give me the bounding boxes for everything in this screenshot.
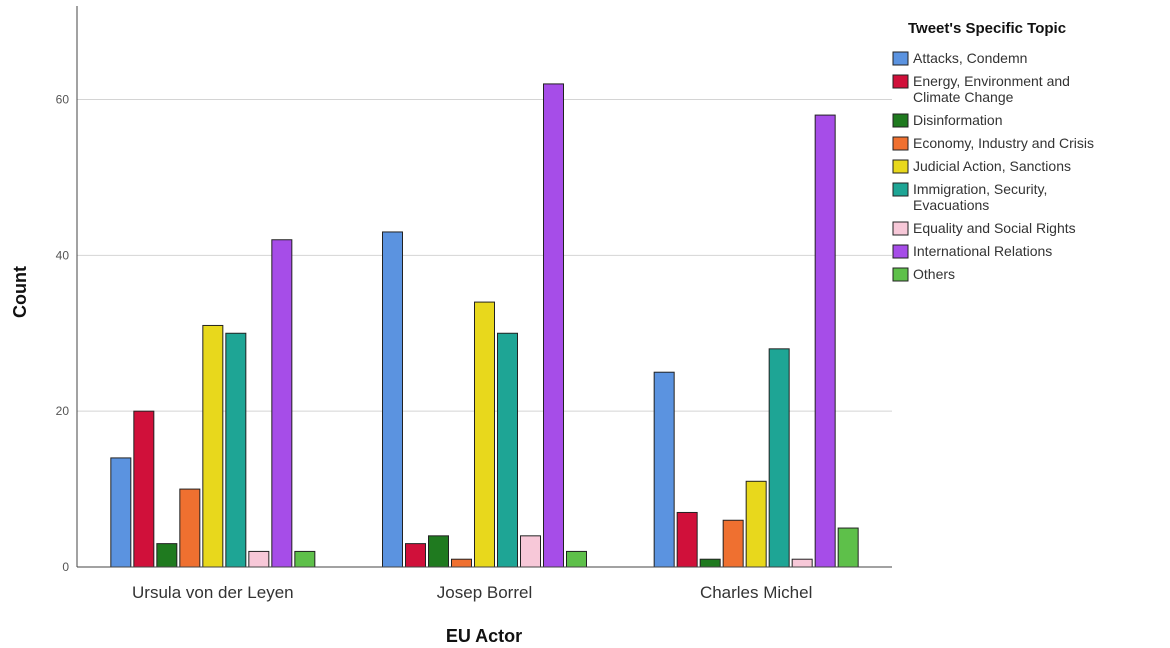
y-tick-label: 0 <box>62 560 69 574</box>
legend-label: Immigration, Security, Evacuations <box>913 181 1047 213</box>
bar <box>110 457 132 568</box>
legend-swatch <box>892 221 909 236</box>
legend-label: Judicial Action, Sanctions <box>913 158 1071 174</box>
bar <box>566 550 587 568</box>
bar <box>294 550 316 568</box>
y-tick-label: 20 <box>56 404 70 418</box>
bar <box>179 488 201 568</box>
bar <box>225 332 247 568</box>
legend-label: International Relations <box>913 243 1052 259</box>
x-axis-title: EU Actor <box>446 626 522 646</box>
x-tick-label: Josep Borrel <box>437 583 532 602</box>
legend-swatch <box>892 74 909 89</box>
bar <box>382 231 403 568</box>
bar <box>156 543 178 568</box>
legend-label: Energy, Environment and Climate Change <box>913 73 1070 105</box>
bar <box>248 550 270 568</box>
bar <box>474 301 495 568</box>
legend-label: Equality and Social Rights <box>913 220 1076 236</box>
bar <box>451 558 472 568</box>
legend-swatch <box>892 267 909 282</box>
bar <box>768 348 790 568</box>
axes <box>76 6 892 568</box>
legend-label: Economy, Industry and Crisis <box>913 135 1094 151</box>
x-tick-label: Charles Michel <box>700 583 812 602</box>
bar <box>543 83 564 568</box>
bar <box>653 371 675 568</box>
y-axis-title: Count <box>10 266 30 318</box>
legend-title: Tweet's Specific Topic <box>908 20 1066 37</box>
bar <box>745 480 767 568</box>
legend-label: Attacks, Condemn <box>913 50 1027 66</box>
legend-swatch <box>892 136 909 151</box>
x-tick-label: Ursula von der Leyen <box>132 583 294 602</box>
legend-swatch <box>892 51 909 66</box>
bar <box>202 324 224 568</box>
bar <box>497 332 518 568</box>
legend-swatch <box>892 244 909 259</box>
bar <box>722 519 744 568</box>
y-tick-label: 40 <box>56 248 70 262</box>
legend-label: Others <box>913 266 955 282</box>
legend-items: Attacks, Condemn Energy, Environment and C… <box>892 50 1094 282</box>
legend-label: Disinformation <box>913 112 1002 128</box>
legend: Tweet's Specific Topic Attacks, Condemn E… <box>892 20 1094 282</box>
bar <box>699 558 721 568</box>
legend-swatch <box>892 182 909 197</box>
bar <box>791 558 813 568</box>
legend-swatch <box>892 113 909 128</box>
bar <box>520 535 541 568</box>
y-tick-label: 60 <box>56 93 70 107</box>
bar <box>676 511 698 568</box>
bar <box>814 114 836 568</box>
category-labels: Ursula von der Leyen Josep Borrel Charles … <box>132 583 812 602</box>
bars <box>110 83 859 568</box>
bar <box>405 543 426 568</box>
tick-labels: 0 20 40 60 <box>56 93 70 575</box>
legend-swatch <box>892 159 909 174</box>
bar <box>133 410 155 568</box>
bar <box>271 239 293 568</box>
bar <box>428 535 449 568</box>
bar <box>837 527 859 568</box>
